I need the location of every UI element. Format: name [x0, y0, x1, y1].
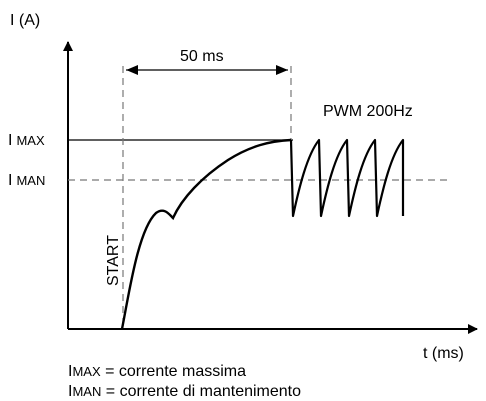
imax-label: I MAX — [8, 132, 45, 149]
legend-imax-suffix: MAX — [72, 364, 101, 379]
legend-iman: IMAN = corrente di mantenimento — [68, 383, 301, 400]
current-ramp-curve — [120, 138, 292, 330]
iman-label: I MAN — [8, 172, 45, 189]
legend-imax-text: = corrente massima — [101, 363, 246, 380]
imax-suffix: MAX — [16, 133, 45, 148]
duration-left-arrow — [126, 65, 138, 75]
pwm-label: PWM 200Hz — [323, 103, 413, 120]
pwm-waveform — [289, 138, 405, 218]
x-axis-label: t (ms) — [423, 345, 464, 362]
iman-prefix: I — [8, 172, 12, 189]
y-axis-label: I (A) — [10, 12, 40, 29]
imax-prefix: I — [8, 132, 12, 149]
start-label: START — [105, 235, 122, 286]
duration-right-arrow — [276, 65, 288, 75]
legend-imax-prefix: I — [68, 363, 72, 380]
iman-suffix: MAN — [16, 173, 45, 188]
legend-imax: IMAX = corrente massima — [68, 363, 246, 380]
duration-label: 50 ms — [180, 48, 224, 65]
legend-iman-text: = corrente di mantenimento — [101, 383, 301, 400]
legend-iman-prefix: I — [68, 383, 72, 400]
legend-iman-suffix: MAN — [72, 384, 101, 399]
